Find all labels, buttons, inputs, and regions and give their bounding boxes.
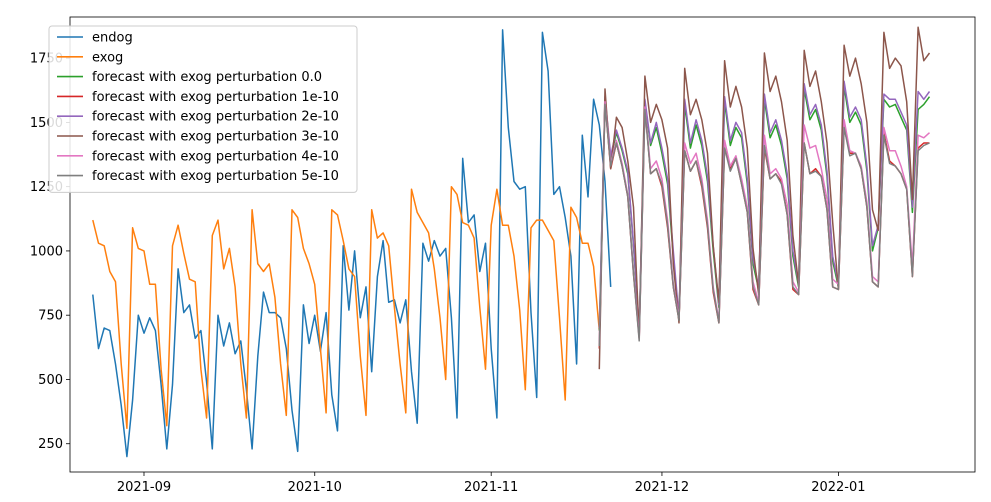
y-tick-label-2: 750 [38, 309, 63, 324]
plot-frame [69, 16, 976, 473]
series-line-7 [598, 103, 930, 347]
x-tick-label-0: 2021-09 [117, 480, 171, 495]
legend-label-0: endog [92, 31, 133, 46]
series-line-6 [598, 101, 931, 344]
legend-label-4: forecast with exog perturbation 2e-10 [92, 110, 339, 125]
legend-box [48, 25, 358, 193]
legend: endog exog forecast with exog perturbation… [48, 25, 358, 193]
series-line-1 [92, 185, 601, 430]
legend-label-7: forecast with exog perturbation 5e-10 [92, 169, 339, 184]
legend-label-2: forecast with exog perturbation 0.0 [92, 70, 322, 85]
series-layer [92, 26, 931, 458]
y-tick-label-3: 1000 [30, 244, 63, 259]
series-line-0 [92, 29, 612, 458]
legend-label-3: forecast with exog perturbation 1e-10 [92, 90, 339, 105]
y-tick-label-0: 250 [38, 437, 63, 452]
x-tick-label-1: 2021-10 [288, 480, 342, 495]
legend-label-1: exog [92, 50, 123, 65]
series-line-5 [598, 26, 931, 370]
legend-label-5: forecast with exog perturbation 3e-10 [92, 130, 339, 145]
x-tick-label-4: 2022-01 [811, 480, 865, 495]
x-tick-label-2: 2021-11 [464, 480, 518, 495]
legend-label-6: forecast with exog perturbation 4e-10 [92, 149, 339, 164]
series-line-4 [598, 80, 931, 329]
y-tick-label-1: 500 [38, 373, 63, 388]
x-tick-label-3: 2021-12 [635, 480, 689, 495]
